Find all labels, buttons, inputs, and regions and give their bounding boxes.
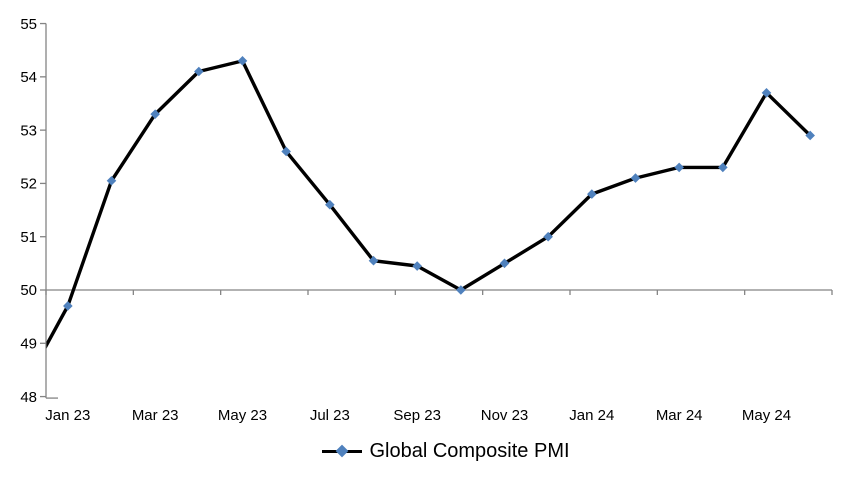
data-point-marker bbox=[456, 285, 466, 295]
x-axis-tick-label: Jul 23 bbox=[310, 407, 350, 424]
x-axis-tick-label: Sep 23 bbox=[393, 407, 441, 424]
data-point-marker bbox=[281, 146, 291, 157]
data-point-marker bbox=[237, 56, 248, 66]
data-point-marker bbox=[194, 66, 204, 77]
data-point-marker bbox=[805, 130, 815, 141]
y-axis-tick-label: 50 bbox=[20, 282, 37, 299]
data-point-marker bbox=[674, 162, 684, 173]
data-point-marker bbox=[543, 231, 553, 242]
legend-diamond-icon bbox=[336, 444, 349, 458]
x-axis-tick-label: May 24 bbox=[742, 407, 791, 424]
x-axis-tick-label: Nov 23 bbox=[481, 407, 529, 424]
data-point-marker bbox=[630, 173, 641, 183]
y-axis-tick-label: 55 bbox=[20, 16, 37, 33]
x-axis-tick-label: Mar 24 bbox=[656, 407, 703, 424]
data-point-marker bbox=[718, 162, 728, 173]
data-point-marker bbox=[499, 258, 510, 269]
y-axis-tick-label: 54 bbox=[20, 69, 37, 86]
legend-series-marker bbox=[322, 444, 363, 458]
x-axis-tick-label: May 23 bbox=[218, 407, 267, 424]
data-point-marker bbox=[325, 199, 335, 210]
x-axis-tick-label: Mar 23 bbox=[132, 407, 179, 424]
data-point-marker bbox=[761, 88, 772, 98]
chart-legend: Global Composite PMI bbox=[20, 440, 852, 462]
y-axis-tick-label: 49 bbox=[20, 335, 37, 352]
y-axis-tick-label: 48 bbox=[20, 389, 37, 406]
y-axis-tick-label: 51 bbox=[20, 229, 37, 246]
data-point-marker bbox=[106, 175, 117, 186]
data-point-marker bbox=[368, 255, 379, 266]
series-group bbox=[46, 56, 815, 349]
x-axis-tick-label: Jan 24 bbox=[569, 407, 614, 424]
legend-label: Global Composite PMI bbox=[369, 440, 570, 462]
data-point-marker bbox=[412, 261, 422, 271]
series-line bbox=[46, 59, 812, 349]
data-point-marker bbox=[150, 109, 160, 119]
y-axis-tick-label: 52 bbox=[20, 176, 37, 193]
x-axis-tick-label: Jan 23 bbox=[45, 407, 90, 424]
data-point-marker bbox=[587, 189, 597, 199]
data-point-marker bbox=[63, 301, 73, 311]
y-axis-tick-label: 53 bbox=[20, 122, 37, 139]
